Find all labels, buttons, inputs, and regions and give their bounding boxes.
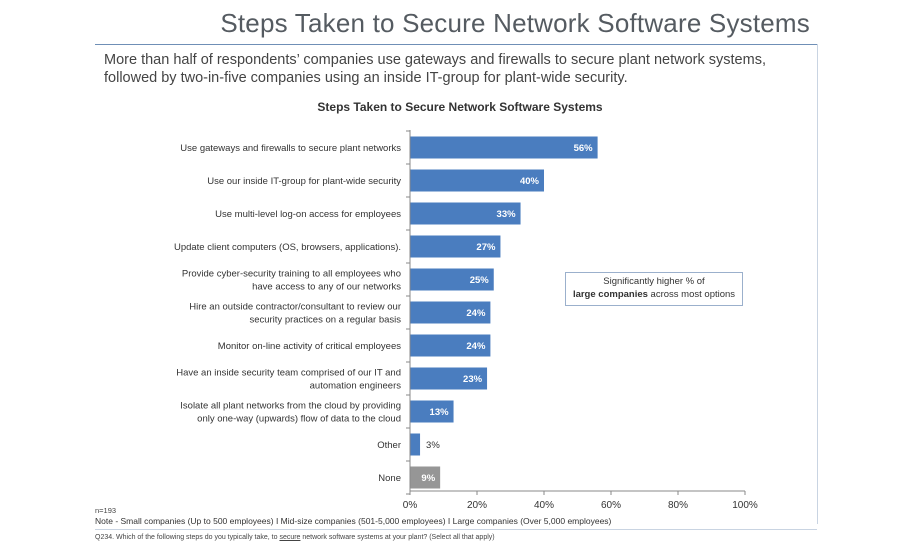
data-label-2: 33% [497,209,517,220]
category-label-line: Monitor on-line activity of critical emp… [218,341,401,352]
data-label-10: 9% [421,473,435,484]
x-tick-label-0: 0% [403,500,418,511]
callout-rest-text: across most options [647,289,736,300]
bar-7 [410,367,488,390]
bar-8 [410,400,454,423]
question-post: network software systems at your plant? … [300,534,495,541]
category-label-line: Hire an outside contractor/consultant to… [189,302,401,313]
right-border-rule [817,44,818,524]
bar-4 [410,268,494,291]
question-text: Q234. Which of the following steps do yo… [95,534,495,541]
data-label-7: 23% [463,374,483,385]
x-tick-label-2: 40% [534,500,554,511]
category-label-line: Use gateways and firewalls to secure pla… [180,143,401,154]
data-label-5: 24% [466,308,486,319]
bottom-rule [95,529,817,530]
bar-6 [410,334,491,357]
bar-5 [410,301,491,324]
data-label-8: 13% [430,407,450,418]
data-label-0: 56% [574,143,594,154]
bar-10 [410,466,441,489]
x-tick-label-1: 20% [467,500,487,511]
question-pre: Q234. Which of the following steps do yo… [95,534,280,541]
category-label-3: Update client computers (OS, browsers, a… [174,242,401,253]
x-tick-label-3: 60% [601,500,621,511]
category-label-line: Use multi-level log-on access for employ… [215,209,401,220]
category-label-line: only one-way (upwards) flow of data to t… [197,414,401,425]
bar-2 [410,202,521,225]
callout-line-2: large companies across most options [566,288,742,301]
category-label-line: Update client computers (OS, browsers, a… [174,242,401,253]
category-label-line: automation engineers [310,381,402,392]
category-label-7: Have an inside security team comprised o… [176,368,401,392]
data-label-3: 27% [476,242,496,253]
bar-0 [410,136,598,159]
category-label-6: Monitor on-line activity of critical emp… [218,341,401,352]
category-label-line: Isolate all plant networks from the clou… [180,401,401,412]
title-rule [95,44,817,45]
category-label-line: have access to any of our networks [252,282,401,293]
category-label-line: Have an inside security team comprised o… [176,368,401,379]
data-label-1: 40% [520,176,540,187]
data-label-6: 24% [466,341,486,352]
slide-title: Steps Taken to Secure Network Software S… [220,8,810,38]
category-label-line: security practices on a regular basis [249,315,401,326]
footnote: Note - Small companies (Up to 500 employ… [95,516,612,526]
callout-box: Significantly higher % of large companie… [565,272,743,306]
category-label-line: Other [377,440,401,451]
category-label-8: Isolate all plant networks from the clou… [180,401,401,425]
data-label-9: 3% [426,440,440,451]
category-label-line: Provide cyber-security training to all e… [182,269,401,280]
category-label-4: Provide cyber-security training to all e… [182,269,401,293]
callout-line-1: Significantly higher % of [603,276,705,287]
bar-1 [410,169,544,192]
bar-9 [410,433,421,456]
category-label-1: Use our inside IT-group for plant-wide s… [207,176,401,187]
category-label-5: Hire an outside contractor/consultant to… [189,302,401,326]
sample-size: n=193 [95,506,117,515]
category-label-line: Use our inside IT-group for plant-wide s… [207,176,401,187]
category-label-line: None [378,473,401,484]
x-tick-label-5: 100% [732,500,758,511]
category-label-10: None [378,473,401,484]
x-tick-label-4: 80% [668,500,688,511]
category-label-9: Other [377,440,401,451]
slide-subtitle: More than half of respondents’ companies… [104,52,766,86]
chart-title: Steps Taken to Secure Network Software S… [317,100,603,114]
question-underlined: secure [279,534,301,541]
bar-3 [410,235,501,258]
category-label-0: Use gateways and firewalls to secure pla… [180,143,401,154]
data-label-4: 25% [470,275,490,286]
callout-bold-text: large companies [572,289,648,300]
category-label-2: Use multi-level log-on access for employ… [215,209,401,220]
